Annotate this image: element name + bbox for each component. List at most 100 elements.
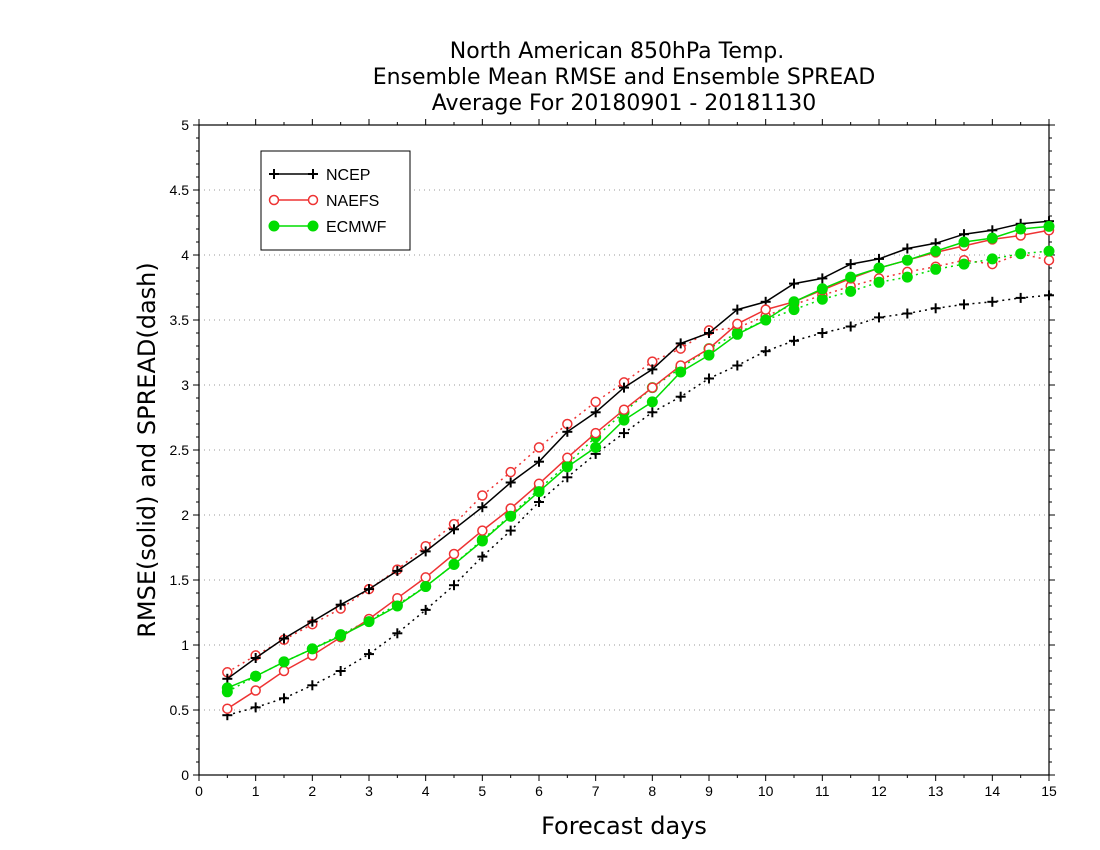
ncep-spread-point: [902, 308, 913, 319]
ecmwf-spread-point: [1015, 248, 1027, 260]
ncep-rmse-point: [420, 546, 431, 557]
naefs-rmse-point: [222, 703, 233, 714]
ncep-rmse-point: [279, 633, 289, 644]
naefs-rmse-point: [760, 304, 771, 315]
ncep-spread-point: [250, 702, 261, 713]
x-tick-label: 14: [985, 783, 1001, 799]
naefs-spread-point: [505, 466, 516, 478]
naefs-spread-point: [590, 396, 601, 408]
legend-marker: [307, 220, 319, 232]
axes: 00.511.522.533.544.550 1 2 3 4 5 6 7 8 9 10 11 12 13 1…: [170, 117, 1057, 799]
ncep-spread-point: [760, 346, 771, 357]
legend-label: NCEP: [326, 167, 370, 184]
ncep-rmse-point: [477, 502, 488, 513]
ecmwf-rmse-point: [930, 245, 942, 257]
x-tick-label: 12: [871, 783, 887, 799]
ncep-spread-point: [335, 666, 346, 676]
ncep-rmse-point: [364, 584, 374, 595]
ecmwf-rmse-point: [561, 461, 573, 473]
naefs-rmse-point: [250, 685, 261, 696]
ecmwf-rmse-point: [250, 670, 262, 682]
legend-marker: [268, 194, 280, 206]
ncep-rmse-point: [845, 259, 856, 270]
naefs-rmse-point: [732, 318, 743, 330]
ncep-spread-line: [227, 294, 1050, 716]
legend: NCEP NAEFS ECMWF: [260, 150, 411, 251]
y-tick-label: 3: [181, 377, 189, 393]
y-axis-label: RMSE(solid) and SPREAD(dash): [133, 262, 161, 638]
ecmwf-rmse-point: [646, 396, 658, 408]
ncep-rmse-point: [590, 407, 601, 418]
ecmwf-rmse-point: [363, 616, 375, 628]
ncep-spread-point: [704, 373, 714, 384]
ecmwf-spread-point: [986, 253, 998, 265]
ecmwf-rmse-point: [448, 558, 460, 570]
ecmwf-rmse-point: [533, 486, 545, 498]
ncep-rmse-point: [619, 382, 629, 393]
ecmwf-rmse-point: [306, 643, 318, 655]
ncep-spread-point: [477, 551, 488, 562]
ncep-rmse-point: [307, 616, 318, 627]
ecmwf-rmse-point: [391, 600, 403, 612]
ncep-spread-point: [279, 693, 289, 704]
naefs-rmse-point: [278, 665, 290, 677]
y-tick-label: 5: [181, 117, 189, 133]
ncep-spread-point: [505, 525, 516, 536]
ecmwf-rmse-point: [420, 581, 432, 592]
ncep-rmse-point: [817, 273, 828, 284]
ecmwf-spread-point: [845, 285, 857, 297]
x-tick-label: 6: [535, 783, 543, 799]
y-tick-label: 1.5: [170, 572, 190, 588]
ncep-rmse-point: [562, 426, 573, 437]
naefs-rmse-point: [590, 427, 601, 439]
title-line-2: Ensemble Mean RMSE and Ensemble SPREAD: [373, 65, 876, 90]
ncep-spread-point: [534, 497, 544, 507]
ecmwf-rmse-point: [278, 656, 290, 668]
legend-marker: [308, 169, 318, 179]
y-tick-label: 0: [181, 767, 189, 783]
ncep-rmse-point: [449, 524, 459, 535]
ncep-rmse-point: [732, 304, 743, 315]
ncep-rmse-point: [902, 243, 913, 254]
ncep-rmse-point: [534, 456, 544, 467]
ecmwf-rmse-point: [703, 349, 715, 361]
ncep-spread-point: [619, 428, 629, 439]
ncep-rmse-point: [335, 599, 346, 610]
x-tick-label: 10: [758, 783, 774, 799]
ncep-spread-point: [675, 391, 686, 402]
y-tick-label: 3.5: [170, 312, 190, 328]
naefs-rmse-point: [618, 404, 630, 415]
ncep-spread-point: [562, 472, 573, 483]
legend-label: NAEFS: [326, 193, 379, 210]
y-tick-label: 2: [181, 507, 189, 523]
ecmwf-rmse-line: [227, 225, 1050, 689]
ncep-rmse-point: [222, 673, 233, 684]
y-tick-label: 1: [181, 637, 189, 653]
ecmwf-rmse-point: [901, 254, 913, 266]
x-tick-label: 1: [252, 783, 260, 799]
x-tick-label: 2: [308, 783, 316, 799]
ncep-rmse-point: [874, 253, 884, 264]
x-tick-label: 7: [592, 783, 600, 799]
naefs-rmse-line: [226, 229, 1050, 710]
ecmwf-spread-point: [1043, 245, 1055, 257]
ncep-spread-point: [789, 335, 799, 346]
ncep-rmse-line: [226, 220, 1050, 680]
ncep-spread-point: [364, 649, 374, 660]
naefs-rmse-point: [647, 382, 658, 393]
ecmwf-rmse-point: [816, 283, 828, 295]
x-tick-label: 15: [1041, 783, 1057, 799]
y-tick-label: 4.5: [170, 182, 190, 198]
ncep-rmse-point: [675, 338, 686, 349]
legend-marker: [307, 194, 319, 206]
naefs-spread-point: [533, 442, 545, 453]
ecmwf-rmse-point: [788, 296, 800, 308]
x-tick-label: 4: [422, 783, 430, 799]
ecmwf-rmse-point: [335, 630, 347, 642]
x-tick-label: 8: [648, 783, 656, 799]
series-group: [221, 216, 1055, 721]
naefs-spread-point: [477, 490, 488, 501]
ncep-spread-point: [732, 360, 743, 371]
ecmwf-rmse-point: [221, 682, 233, 694]
ecmwf-rmse-point: [1015, 223, 1027, 235]
